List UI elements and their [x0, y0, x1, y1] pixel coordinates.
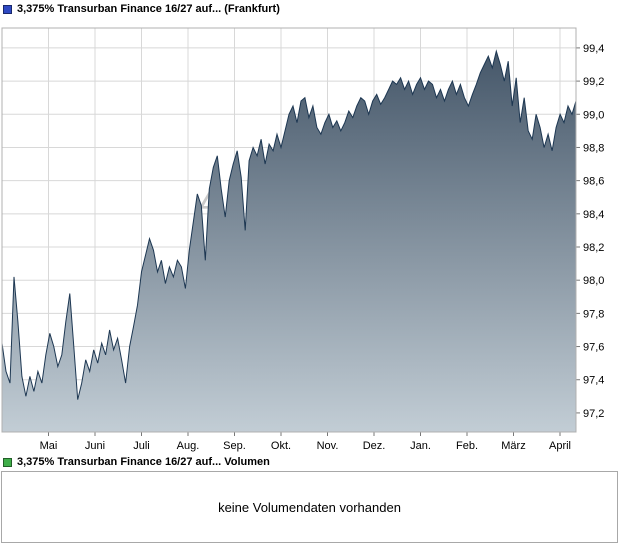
volume-legend-square-icon: [3, 457, 12, 467]
x-tick-label: Okt.: [271, 440, 291, 452]
x-tick-label: Feb.: [456, 440, 478, 452]
y-tick-label: 97,8: [583, 308, 604, 320]
plot-border: [1, 27, 577, 433]
x-tick-label: Dez.: [363, 440, 386, 452]
price-legend-square-icon: [3, 4, 12, 14]
price-legend-label: 3,375% Transurban Finance 16/27 auf... (…: [17, 3, 280, 15]
volume-legend-label: 3,375% Transurban Finance 16/27 auf... V…: [17, 456, 270, 468]
no-volume-message: keine Volumendaten vorhanden: [218, 499, 401, 515]
x-tick-label: Mai: [40, 440, 58, 452]
y-tick-label: 98,6: [583, 176, 604, 188]
x-tick-label: Sep.: [223, 440, 246, 452]
y-tick-label: 97,4: [583, 375, 604, 387]
y-tick-label: 99,2: [583, 76, 604, 88]
y-tick-label: 98,2: [583, 242, 604, 254]
price-chart: 99,4 99,2 99,0 98,8 98,6 98,4 98,2 98,0 97,8 97,6…: [1, 27, 604, 452]
y-tick-label: 99,4: [583, 43, 604, 55]
volume-legend: 3,375% Transurban Finance 16/27 auf... V…: [3, 456, 270, 468]
x-tick-label: Jan.: [410, 440, 431, 452]
price-legend: 3,375% Transurban Finance 16/27 auf... (…: [3, 3, 280, 15]
y-tick-label: 98,0: [583, 275, 604, 287]
x-tick-label: Nov.: [317, 440, 339, 452]
price-line: [1, 49, 577, 400]
y-tick-label: 99,0: [583, 109, 604, 121]
y-tick-label: 98,8: [583, 142, 604, 154]
y-tick-label: 97,2: [583, 408, 604, 420]
x-tick-label: Aug.: [177, 440, 200, 452]
price-area: [2, 51, 576, 432]
y-tick-label: 97,6: [583, 342, 604, 354]
x-tick-label: April: [549, 440, 571, 452]
y-tick-label: 98,4: [583, 209, 604, 221]
volume-panel: keine Volumendaten vorhanden: [1, 471, 618, 543]
x-tick-label: März: [501, 440, 525, 452]
x-tick-label: Juli: [133, 440, 150, 452]
x-tick-label: Juni: [85, 440, 105, 452]
